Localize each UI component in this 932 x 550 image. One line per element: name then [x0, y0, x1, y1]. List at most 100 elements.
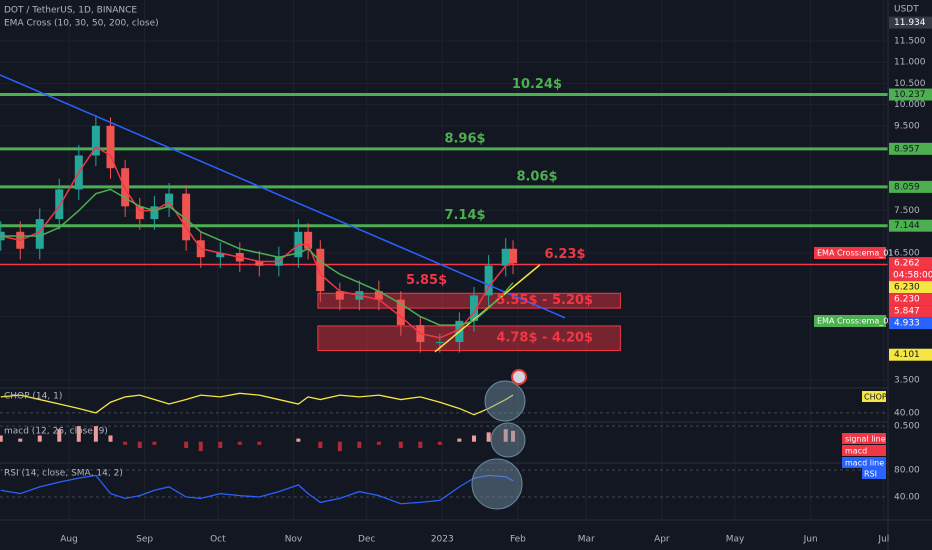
candle-body — [316, 248, 325, 292]
price-tag — [889, 16, 932, 29]
event-icon[interactable] — [511, 369, 527, 385]
candle-body — [509, 248, 518, 264]
macd-bar — [357, 441, 362, 448]
y-tick-label: 10.000 — [894, 100, 926, 110]
y-tick-label: 3.500 — [894, 376, 920, 386]
level-label: 8.96$ — [444, 131, 485, 146]
macd-bar — [108, 435, 113, 442]
countdown-tag — [889, 269, 932, 282]
macd-bar — [218, 441, 223, 448]
macd-bar — [398, 441, 403, 448]
x-tick-label: Feb — [510, 535, 526, 545]
price-tag — [889, 142, 932, 155]
macd-bar — [184, 441, 189, 448]
level-label: 6.23$ — [544, 247, 585, 262]
macd-bar — [457, 438, 462, 442]
legend-label: EMA Cross:ema_02 — [817, 317, 893, 326]
price-tag-label: 10.237 — [894, 90, 926, 100]
candle-body — [55, 189, 64, 220]
price-tag-label: 11.934 — [894, 18, 926, 28]
macd-bar — [503, 429, 508, 442]
price-tag-label: 6.262 — [894, 259, 920, 269]
y-tick-label: 6.500 — [894, 248, 920, 258]
candle-body — [182, 193, 191, 241]
price-tag-label: 5.847 — [894, 307, 920, 317]
highlight — [471, 458, 523, 510]
x-tick-label: Dec — [358, 535, 375, 545]
candle-body — [150, 206, 159, 220]
symbol: DOT / TetherUS, 1D, BINANCE — [4, 6, 137, 16]
macd-bar — [137, 441, 142, 448]
y-tick-label: 40.00 — [894, 408, 920, 418]
x-tick-label: May — [726, 535, 745, 545]
price-tag — [889, 348, 932, 361]
plot — [0, 74, 888, 505]
pane-title: RSI (14, close, SMA, 14, 2) — [4, 469, 123, 479]
price-tag — [889, 293, 932, 306]
series-tag — [814, 315, 886, 327]
price-tag — [889, 88, 932, 101]
price-tag-label: 6.230 — [894, 283, 920, 293]
annotation: 5.85$ — [406, 273, 447, 288]
candle-body — [165, 193, 174, 207]
price-tag-label: 8.059 — [894, 182, 920, 192]
pane-tag-label: macd line — [845, 459, 884, 468]
price-tag-label: 8.957 — [894, 144, 920, 154]
level-label: 7.14$ — [444, 208, 485, 223]
x-tick-label: Apr — [654, 535, 670, 545]
x-tick-label: Aug — [60, 535, 78, 545]
candle-body — [121, 168, 130, 207]
macd-bar — [472, 435, 477, 442]
pane-tag — [842, 457, 886, 468]
macd-bar — [511, 430, 516, 442]
candle-body — [470, 295, 479, 321]
y-tick-label: 80.00 — [894, 465, 920, 475]
candle-body — [396, 299, 405, 326]
pane-tag — [842, 433, 886, 444]
macd-bar — [57, 429, 62, 442]
ema-line — [0, 145, 514, 339]
price-tag — [889, 281, 932, 294]
y-tick-label: 7.500 — [894, 206, 920, 216]
y-tick-label: 11.500 — [894, 37, 926, 47]
candle-body — [35, 219, 44, 249]
pane-title: macd (12, 26, close, 9) — [4, 427, 108, 437]
pane-tag-label: RSI — [864, 470, 877, 479]
candle-body — [335, 291, 344, 300]
macd-bar — [37, 435, 42, 442]
candle-body — [255, 261, 264, 266]
highlight — [484, 380, 526, 422]
countdown: 04:58:00 — [893, 271, 932, 281]
macd-bar — [296, 438, 301, 442]
price-tag-label: 4.101 — [894, 350, 920, 360]
price-tag — [889, 305, 932, 318]
candle-body — [501, 248, 510, 266]
price-tag-label: 6.230 — [894, 295, 920, 305]
y-tick-label: 0.500 — [894, 422, 920, 432]
macd-bar — [337, 441, 342, 452]
candle-body — [484, 265, 493, 296]
candle-body — [91, 125, 100, 156]
ema-line — [0, 188, 514, 326]
candle-body — [304, 231, 313, 249]
highlight — [490, 422, 526, 458]
macd-bar — [152, 441, 157, 445]
pane-tag-label: CHOP — [864, 393, 887, 402]
candle-body — [135, 206, 144, 220]
x-tick-label: Jun — [803, 535, 818, 545]
rsi-line — [0, 474, 514, 505]
pane-tag — [862, 391, 886, 402]
zone — [317, 325, 621, 352]
macd-bar — [93, 426, 98, 442]
pane-tag — [842, 445, 886, 456]
indicator: EMA Cross (10, 30, 50, 200, close) — [4, 19, 159, 29]
currency: USDT — [894, 5, 919, 15]
level-label: 8.06$ — [516, 169, 557, 184]
x-tick-label: Nov — [285, 535, 303, 545]
chop-line — [0, 392, 514, 416]
price-tag — [889, 219, 932, 232]
x-tick-label: Mar — [578, 535, 595, 545]
candle-body — [106, 125, 115, 169]
